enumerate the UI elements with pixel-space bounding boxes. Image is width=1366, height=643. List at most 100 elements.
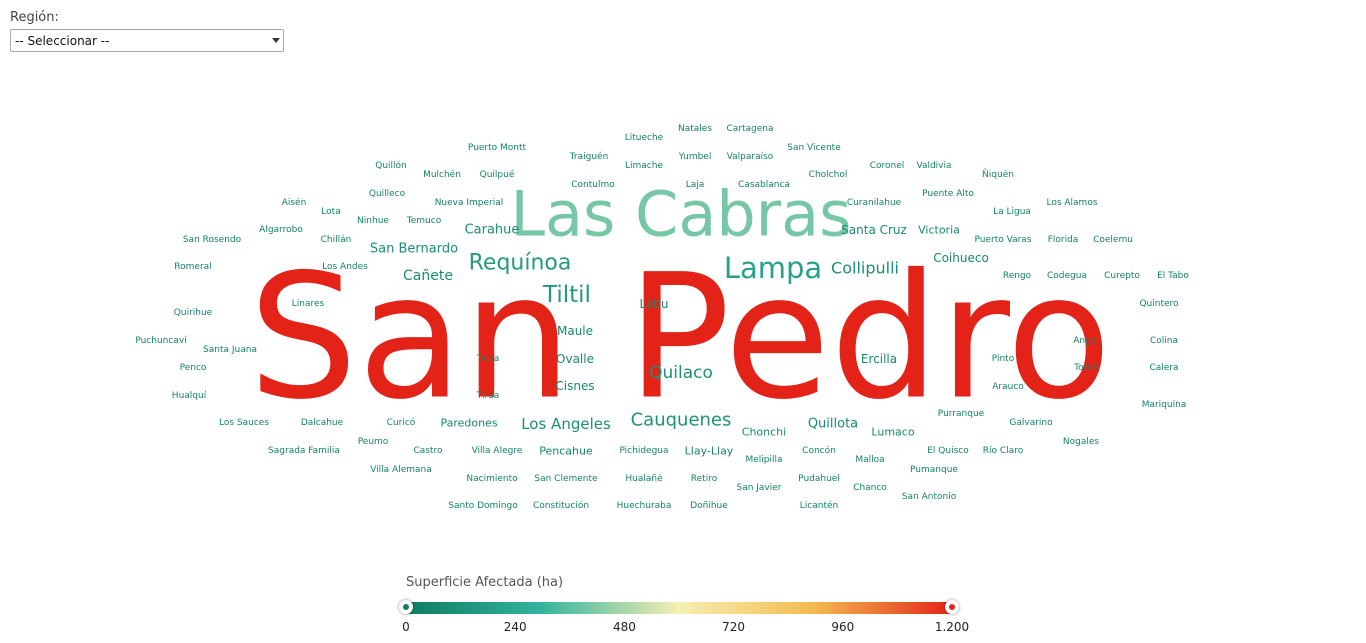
cloud-word[interactable]: Santo Domingo [448,501,518,511]
cloud-word[interactable]: Lebu [639,297,668,311]
cloud-word[interactable]: Sagrada Familia [268,446,340,456]
cloud-word[interactable]: Galvarino [1009,418,1053,428]
cloud-word[interactable]: Nueva Imperial [435,198,504,208]
cloud-word[interactable]: Peumo [358,437,389,447]
cloud-word[interactable]: Florida [1048,235,1079,245]
cloud-word[interactable]: Coelemu [1093,235,1133,245]
cloud-word[interactable]: Chillán [321,235,352,245]
cloud-word[interactable]: Lampa [724,251,822,285]
cloud-word[interactable]: Curepto [1104,271,1140,281]
cloud-word[interactable]: Huechuraba [617,501,672,511]
cloud-word[interactable]: Constitución [533,500,589,511]
legend-min-handle[interactable] [399,600,413,614]
cloud-word[interactable]: Doñihue [690,501,728,511]
cloud-word[interactable]: Chonchi [742,426,786,439]
cloud-word[interactable]: Licantén [800,500,838,511]
cloud-word[interactable]: El Quisco [927,446,969,456]
cloud-word[interactable]: San Javier [736,483,781,493]
cloud-word[interactable]: Coronel [870,161,905,171]
cloud-word[interactable]: Quirihue [174,308,213,318]
cloud-word[interactable]: Río Claro [983,446,1024,456]
cloud-word[interactable]: Codegua [1047,271,1087,281]
cloud-word[interactable]: San Pedro [248,237,1111,438]
cloud-word[interactable]: Tirúa [476,391,500,401]
cloud-word[interactable]: Chanco [853,483,887,493]
cloud-word[interactable]: Natales [678,124,712,134]
cloud-word[interactable]: Cauquenes [631,410,732,431]
cloud-word[interactable]: Temuco [406,216,442,226]
cloud-word[interactable]: Castro [413,446,443,456]
cloud-word[interactable]: Curanilahue [847,198,902,208]
cloud-word[interactable]: Arauco [992,382,1024,392]
cloud-word[interactable]: Mariquina [1142,400,1187,410]
cloud-word[interactable]: Penco [180,363,207,373]
cloud-word[interactable]: Puerto Montt [468,143,527,153]
cloud-word[interactable]: San Clemente [534,474,598,484]
cloud-word[interactable]: Villa Alegre [472,446,523,456]
cloud-word[interactable]: Paredones [440,417,497,430]
cloud-word[interactable]: Algarrobo [259,225,303,235]
cloud-word[interactable]: La Ligua [993,207,1031,217]
cloud-word[interactable]: Los Sauces [219,418,269,428]
cloud-word[interactable]: Nacimiento [466,474,518,484]
cloud-word[interactable]: Laja [686,180,705,190]
cloud-word[interactable]: Hualañé [625,473,663,484]
cloud-word[interactable]: Traiguén [569,151,609,162]
cloud-word[interactable]: Los Andes [322,262,368,272]
cloud-word[interactable]: Cholchol [809,170,848,180]
cloud-word[interactable]: Talca [476,354,500,364]
cloud-word[interactable]: Puerto Varas [975,235,1032,245]
cloud-word[interactable]: Contulmo [571,180,615,190]
cloud-word[interactable]: Valdivia [916,161,951,171]
cloud-word[interactable]: Tiltil [542,282,591,308]
cloud-word[interactable]: Ercilla [861,352,897,366]
cloud-word[interactable]: Dalcahue [301,418,344,428]
cloud-word[interactable]: Angol [1073,336,1099,346]
cloud-word[interactable]: Los Angeles [521,415,611,433]
cloud-word[interactable]: Concón [802,445,836,456]
cloud-word[interactable]: Pumanque [910,465,958,475]
cloud-word[interactable]: San Vicente [787,143,841,153]
cloud-word[interactable]: Litueche [625,133,664,143]
cloud-word[interactable]: Victoria [918,224,960,237]
cloud-word[interactable]: Tomé [1073,362,1098,373]
cloud-word[interactable]: Purranque [938,409,985,419]
cloud-word[interactable]: Quillón [375,160,407,171]
cloud-word[interactable]: Mulchén [423,169,461,180]
cloud-word[interactable]: San Rosendo [183,235,242,245]
cloud-word[interactable]: Rengo [1003,271,1032,281]
cloud-word[interactable]: Coihueco [933,251,989,265]
cloud-word[interactable]: Yumbel [678,152,712,162]
cloud-word[interactable]: Maule [557,324,593,338]
cloud-word[interactable]: Limache [625,161,663,171]
cloud-word[interactable]: Santa Cruz [841,223,907,237]
cloud-word[interactable]: Quintero [1139,299,1179,309]
cloud-word[interactable]: Linares [292,299,325,309]
cloud-word[interactable]: Hualquí [172,391,207,401]
cloud-word[interactable]: Puente Alto [922,189,974,199]
cloud-word[interactable]: Pichidegua [619,446,668,456]
cloud-word[interactable]: San Bernardo [370,242,458,257]
cloud-word[interactable]: Las Cabras [511,178,852,251]
cloud-word[interactable]: Collipulli [831,259,899,278]
cloud-word[interactable]: El Tabo [1157,271,1189,281]
cloud-word[interactable]: Cañete [403,268,453,284]
cloud-word[interactable]: Lumaco [871,426,914,439]
cloud-word[interactable]: Casablanca [738,180,790,190]
cloud-word[interactable]: Pencahue [539,445,593,458]
cloud-word[interactable]: Puchuncaví [135,336,187,346]
cloud-word[interactable]: Carahue [465,223,520,238]
cloud-word[interactable]: Retiro [691,474,718,484]
cloud-word[interactable]: Cisnes [555,379,594,393]
cloud-word[interactable]: Quilpué [480,169,515,180]
cloud-word[interactable]: Aisén [282,197,307,208]
cloud-word[interactable]: Quilleco [369,189,406,199]
cloud-word[interactable]: Quilaco [649,363,713,383]
cloud-word[interactable]: Curicó [387,417,416,428]
cloud-word[interactable]: Malloa [855,455,884,465]
cloud-word[interactable]: Pudahuel [798,474,840,484]
cloud-word[interactable]: Colina [1150,336,1178,346]
cloud-word[interactable]: Requínoa [469,251,572,276]
cloud-word[interactable]: Valparaíso [727,152,774,162]
cloud-word[interactable]: Pinto [992,354,1015,364]
